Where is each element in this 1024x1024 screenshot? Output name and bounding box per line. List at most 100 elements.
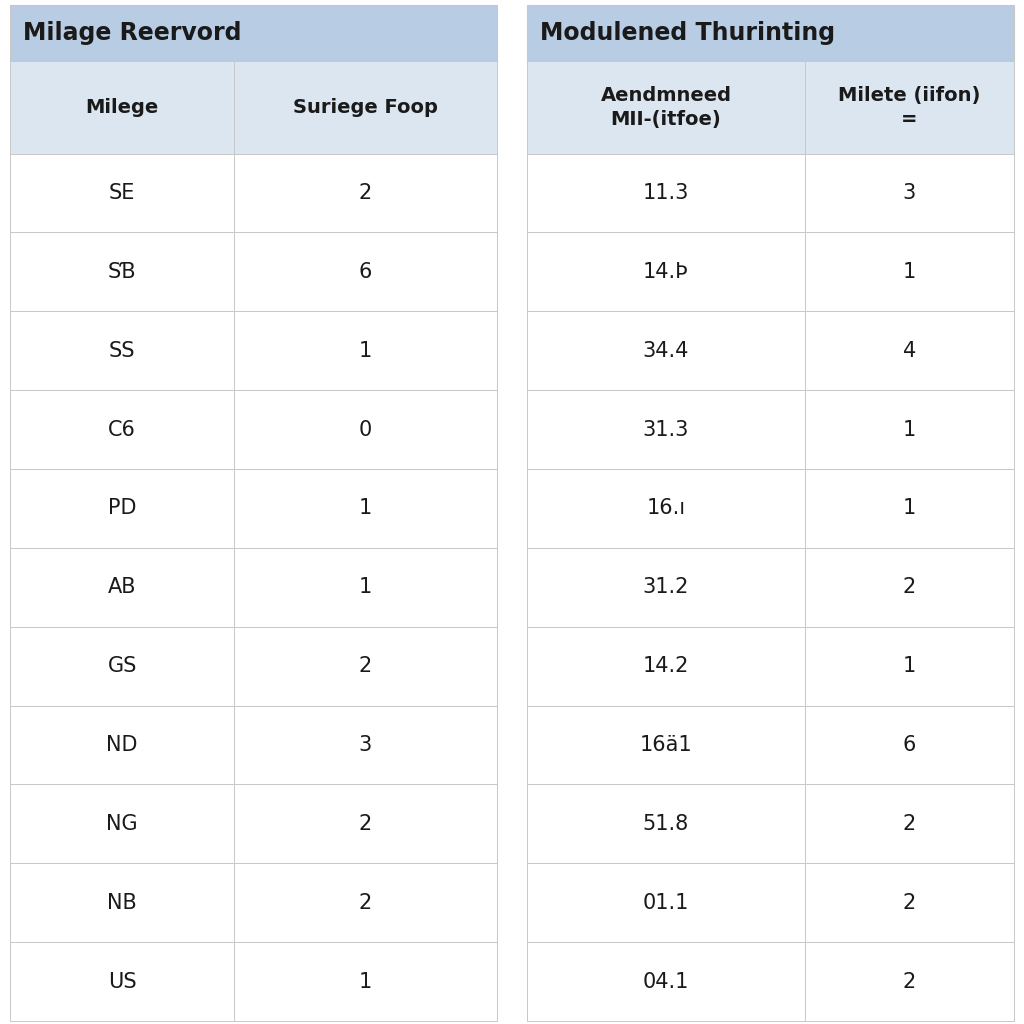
Text: 1: 1 — [358, 341, 372, 360]
Bar — [233, 390, 497, 469]
Bar — [10, 548, 233, 627]
Text: 11.3: 11.3 — [643, 183, 689, 203]
Text: PD: PD — [108, 499, 136, 518]
Bar — [233, 784, 497, 863]
Bar — [10, 5, 497, 61]
Bar — [233, 706, 497, 784]
Text: Aendmneed
MII-(itfoe): Aendmneed MII-(itfoe) — [600, 86, 731, 129]
Bar — [233, 232, 497, 311]
Text: 6: 6 — [358, 262, 372, 282]
Text: 3: 3 — [358, 735, 372, 755]
Bar — [527, 706, 805, 784]
Bar — [10, 863, 233, 942]
Bar — [527, 61, 805, 154]
Bar — [527, 154, 805, 232]
Text: 16.ı: 16.ı — [646, 499, 685, 518]
Text: Milege: Milege — [85, 98, 159, 117]
Text: SE: SE — [109, 183, 135, 203]
Bar — [527, 5, 1014, 61]
Bar — [527, 311, 805, 390]
Text: 51.8: 51.8 — [643, 814, 689, 834]
Text: NG: NG — [106, 814, 138, 834]
Text: 2: 2 — [358, 183, 372, 203]
Bar — [805, 390, 1014, 469]
Text: C6: C6 — [109, 420, 136, 439]
Bar — [527, 942, 805, 1021]
Text: 2: 2 — [902, 814, 915, 834]
Bar — [233, 61, 497, 154]
Bar — [233, 863, 497, 942]
Text: Milete (iifon)
=: Milete (iifon) = — [838, 86, 980, 129]
Text: AB: AB — [108, 578, 136, 597]
Bar — [10, 232, 233, 311]
Bar — [233, 942, 497, 1021]
Bar — [527, 469, 805, 548]
Text: 2: 2 — [358, 814, 372, 834]
Text: 6: 6 — [902, 735, 915, 755]
Text: 31.3: 31.3 — [643, 420, 689, 439]
Bar — [10, 942, 233, 1021]
Text: 0: 0 — [358, 420, 372, 439]
Text: 2: 2 — [902, 578, 915, 597]
Bar — [805, 784, 1014, 863]
Bar — [10, 627, 233, 706]
Text: 14.2: 14.2 — [643, 656, 689, 676]
Text: 1: 1 — [358, 972, 372, 991]
Text: 04.1: 04.1 — [643, 972, 689, 991]
Bar — [233, 311, 497, 390]
Bar — [805, 232, 1014, 311]
Bar — [233, 154, 497, 232]
Text: SS: SS — [109, 341, 135, 360]
Bar — [10, 390, 233, 469]
Bar — [527, 232, 805, 311]
Bar — [10, 154, 233, 232]
Text: Modulened Thurinting: Modulened Thurinting — [540, 22, 835, 45]
Text: 1: 1 — [902, 420, 915, 439]
Bar — [10, 784, 233, 863]
Bar — [10, 706, 233, 784]
Bar — [805, 469, 1014, 548]
Text: ND: ND — [106, 735, 138, 755]
Text: NB: NB — [108, 893, 137, 912]
Bar — [527, 627, 805, 706]
Bar — [10, 61, 233, 154]
Text: US: US — [108, 972, 136, 991]
Text: 14.Ϸ: 14.Ϸ — [643, 262, 689, 282]
Text: 2: 2 — [358, 893, 372, 912]
Text: 2: 2 — [358, 656, 372, 676]
Text: SƁ: SƁ — [108, 262, 136, 282]
Bar — [527, 548, 805, 627]
Bar — [805, 154, 1014, 232]
Text: GS: GS — [108, 656, 137, 676]
Bar — [527, 863, 805, 942]
Text: 4: 4 — [902, 341, 915, 360]
Bar — [805, 706, 1014, 784]
Text: Suriege Foop: Suriege Foop — [293, 98, 437, 117]
Bar — [233, 627, 497, 706]
Text: 3: 3 — [902, 183, 915, 203]
Text: Milage Reervord: Milage Reervord — [23, 22, 241, 45]
Bar — [10, 311, 233, 390]
Text: 01.1: 01.1 — [643, 893, 689, 912]
Text: 1: 1 — [358, 499, 372, 518]
Text: 2: 2 — [902, 972, 915, 991]
Bar — [805, 548, 1014, 627]
Bar — [805, 311, 1014, 390]
Text: 31.2: 31.2 — [643, 578, 689, 597]
Text: 1: 1 — [902, 262, 915, 282]
Text: 2: 2 — [902, 893, 915, 912]
Bar — [527, 784, 805, 863]
Bar — [805, 61, 1014, 154]
Text: 1: 1 — [902, 656, 915, 676]
Bar — [233, 548, 497, 627]
Bar — [805, 627, 1014, 706]
Text: 1: 1 — [902, 499, 915, 518]
Bar — [10, 469, 233, 548]
Bar — [805, 942, 1014, 1021]
Text: 34.4: 34.4 — [643, 341, 689, 360]
Text: 16ä1: 16ä1 — [640, 735, 692, 755]
Bar — [805, 863, 1014, 942]
Bar — [233, 469, 497, 548]
Bar — [527, 390, 805, 469]
Text: 1: 1 — [358, 578, 372, 597]
